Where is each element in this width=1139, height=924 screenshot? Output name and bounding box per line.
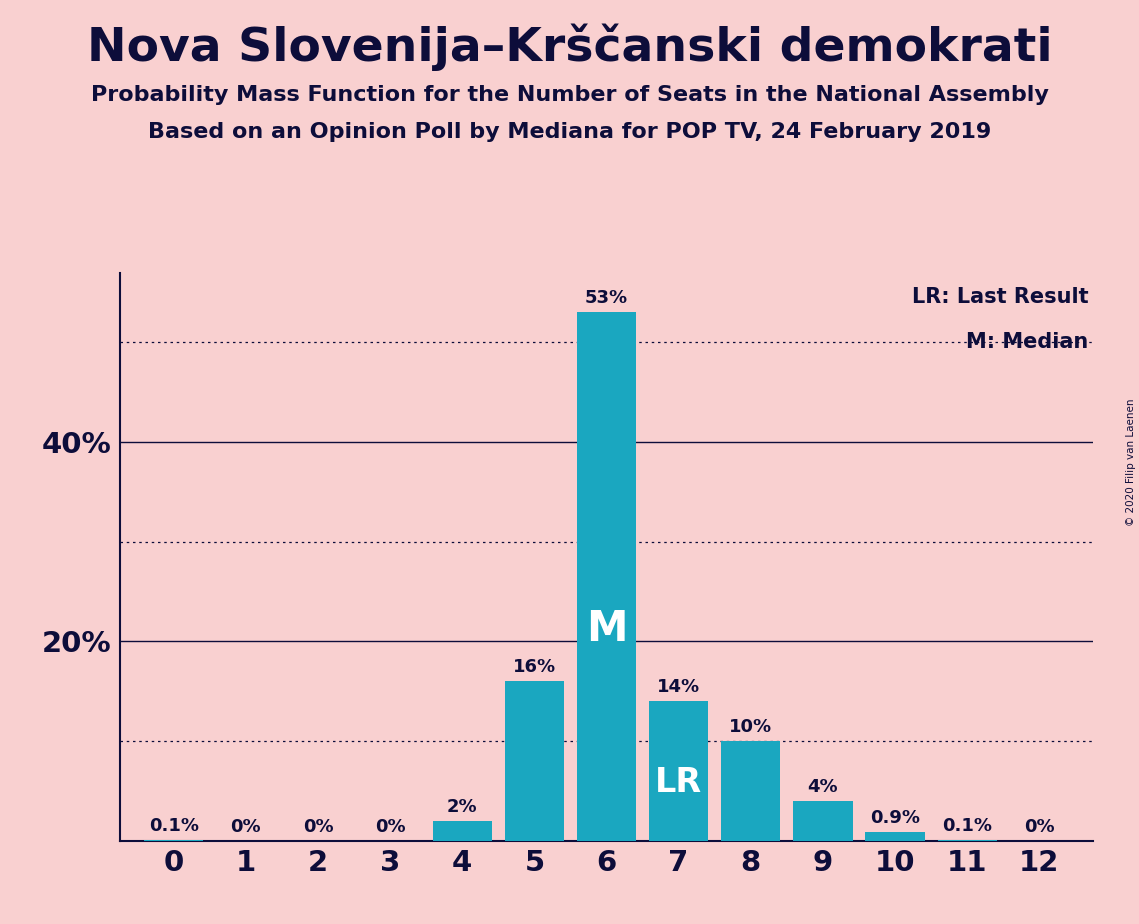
Text: 0%: 0% (230, 818, 261, 836)
Text: 0%: 0% (375, 818, 405, 836)
Bar (145, 840, 203, 841)
Text: 16%: 16% (513, 658, 556, 676)
Bar (649, 701, 708, 841)
Text: LR: Last Result: LR: Last Result (912, 286, 1089, 307)
Text: 0%: 0% (1024, 818, 1055, 836)
Bar (866, 832, 925, 841)
Text: 2%: 2% (446, 798, 477, 816)
Bar (577, 312, 636, 841)
Text: 14%: 14% (657, 678, 700, 697)
Text: Based on an Opinion Poll by Mediana for POP TV, 24 February 2019: Based on an Opinion Poll by Mediana for … (148, 122, 991, 142)
Bar (721, 741, 780, 841)
Text: 0.1%: 0.1% (942, 817, 992, 835)
Bar (433, 821, 492, 841)
Text: LR: LR (655, 766, 703, 798)
Bar (794, 801, 852, 841)
Bar (937, 840, 997, 841)
Text: Nova Slovenija–Krščanski demokrati: Nova Slovenija–Krščanski demokrati (87, 23, 1052, 70)
Text: 0.1%: 0.1% (149, 817, 198, 835)
Text: M: Median: M: Median (966, 333, 1089, 352)
Text: Probability Mass Function for the Number of Seats in the National Assembly: Probability Mass Function for the Number… (91, 85, 1048, 105)
Text: 10%: 10% (729, 718, 772, 736)
Text: 0%: 0% (303, 818, 334, 836)
Text: 0.9%: 0.9% (870, 808, 920, 827)
Text: 4%: 4% (808, 778, 838, 796)
Text: © 2020 Filip van Laenen: © 2020 Filip van Laenen (1126, 398, 1136, 526)
Bar (505, 681, 564, 841)
Text: M: M (585, 609, 628, 650)
Text: 53%: 53% (585, 289, 628, 308)
